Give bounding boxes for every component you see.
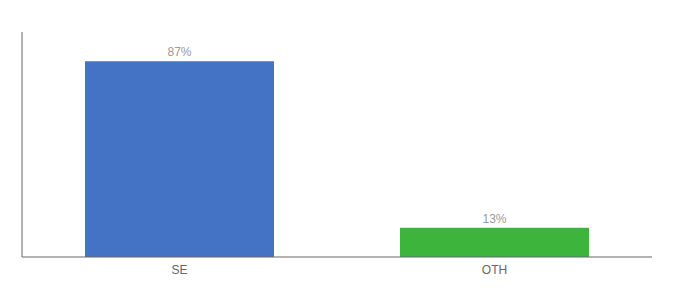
svg-text:SE: SE [171,263,187,277]
svg-text:OTH: OTH [482,263,507,277]
svg-text:13%: 13% [482,212,506,226]
svg-text:87%: 87% [167,45,191,59]
